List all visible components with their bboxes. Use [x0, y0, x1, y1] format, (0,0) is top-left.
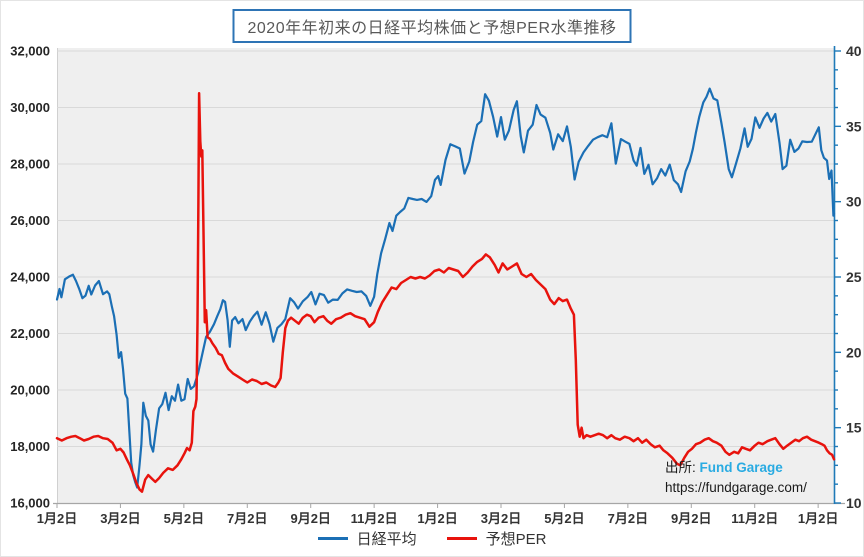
chart-title: 2020年年初来の日経平均株価と予想PER水準推移 [232, 9, 632, 43]
x-axis-label: 11月2日 [351, 511, 398, 526]
y-axis-left-label: 26,000 [10, 213, 50, 228]
y-axis-right-label: 35 [846, 118, 862, 134]
nikkei-line-swatch [317, 537, 348, 540]
y-axis-left-label: 30,000 [10, 100, 50, 115]
x-axis-label: 5月2日 [544, 511, 584, 526]
x-axis-label: 3月2日 [100, 511, 140, 526]
legend-item-per: 予想PER [446, 528, 547, 549]
source-annotation: 出所: Fund Garage https://fundgarage.com/ [665, 458, 807, 498]
source-name: Fund Garage [699, 460, 783, 475]
y-axis-left-label: 20,000 [10, 383, 50, 398]
y-axis-left-label: 24,000 [10, 270, 50, 285]
x-axis-label: 5月2日 [164, 511, 204, 526]
x-axis-label: 9月2日 [671, 511, 711, 526]
y-axis-right-label: 40 [846, 43, 862, 59]
y-axis-right-label: 25 [846, 269, 862, 285]
nikkei-line [55, 87, 836, 489]
y-axis-right-label: 20 [846, 344, 862, 360]
source-url: https://fundgarage.com/ [665, 480, 807, 495]
legend: 日経平均 予想PER [1, 528, 863, 549]
y-axis-left-label: 18,000 [10, 439, 50, 454]
x-axis-label: 1月2日 [417, 511, 457, 526]
y-axis-left-label: 22,000 [10, 326, 50, 341]
x-axis-label: 11月2日 [731, 511, 778, 526]
x-axis-label: 1月2日 [798, 511, 838, 526]
y-axis-right-label: 10 [846, 495, 862, 511]
source-label: 出所: [665, 460, 696, 475]
legend-item-nikkei: 日経平均 [317, 528, 417, 549]
y-axis-left-label: 16,000 [10, 496, 50, 511]
x-axis-label: 1月2日 [37, 511, 77, 526]
plot-background [57, 48, 834, 504]
per-line [55, 91, 836, 493]
x-axis-label: 7月2日 [227, 511, 267, 526]
y-axis-right-label: 15 [846, 420, 862, 436]
y-axis-right-label: 30 [846, 194, 862, 210]
y-axis-left-label: 28,000 [10, 157, 50, 172]
y-axis-left-label: 32,000 [10, 44, 50, 59]
x-axis-label: 3月2日 [481, 511, 521, 526]
legend-label-per: 予想PER [485, 531, 547, 548]
x-axis-label: 7月2日 [608, 511, 648, 526]
per-line-swatch [446, 537, 477, 540]
x-axis-label: 9月2日 [290, 511, 330, 526]
legend-label-nikkei: 日経平均 [356, 531, 417, 548]
source-line: 出所: Fund Garage [665, 458, 807, 478]
